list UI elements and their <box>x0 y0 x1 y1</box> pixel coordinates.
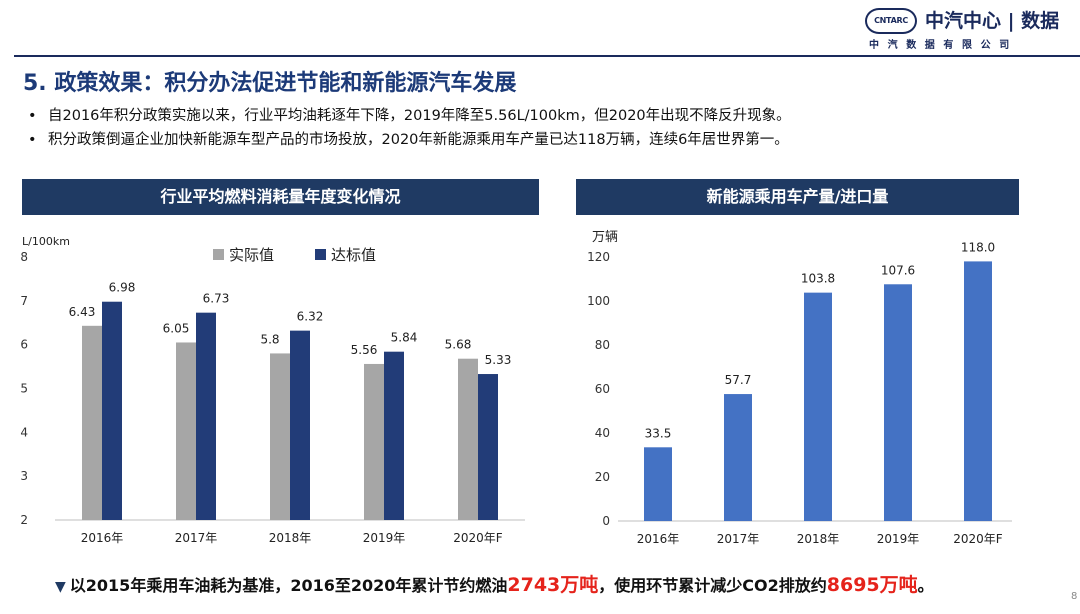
footer-text-3: 。 <box>917 576 934 595</box>
bar-production <box>884 284 912 521</box>
page-title: 5. 政策效果：积分办法促进节能和新能源汽车发展 <box>23 71 517 96</box>
x-tick-label: 2018年 <box>269 531 312 545</box>
y-tick-label: 60 <box>595 382 610 396</box>
x-tick-label: 2017年 <box>175 531 218 545</box>
bar-target <box>384 351 404 520</box>
bar-value-label: 6.43 <box>69 305 96 319</box>
bar-value-label: 6.73 <box>203 292 230 306</box>
bar-actual <box>364 363 384 520</box>
bar-target <box>196 312 216 520</box>
header-divider <box>14 55 1080 57</box>
bar-value-label: 5.56 <box>351 343 378 357</box>
bar-value-label: 6.05 <box>163 321 190 335</box>
y-tick-label: 0 <box>602 514 610 528</box>
y-tick-label: 7 <box>20 294 28 308</box>
y-tick-label: 80 <box>595 338 610 352</box>
bar-target <box>290 330 310 520</box>
footer-summary: ▼ 以2015年乘用车油耗为基准，2016至2020年累计节约燃油2743万吨，使… <box>55 570 934 597</box>
bar-actual <box>82 325 102 520</box>
bar-value-label: 5.33 <box>485 353 512 367</box>
footer-text-1: 以2015年乘用车油耗为基准，2016至2020年累计节约燃油 <box>69 576 508 595</box>
bar-value-label: 6.32 <box>297 310 324 324</box>
bar-actual <box>270 353 290 520</box>
y-tick-label: 6 <box>20 338 28 352</box>
bullet-item: 自2016年积分政策实施以来，行业平均油耗逐年下降，2019年降至5.56L/1… <box>28 104 791 128</box>
page-number: 8 <box>1071 591 1078 602</box>
y-tick-label: 2 <box>20 513 28 527</box>
legend-label: 实际值 <box>229 246 274 264</box>
fuel-consumption-chart: L/100km 2 3 4 5 6 7 8 6.43 6.98 2016年 6.05 6.73 2017年… <box>20 235 525 545</box>
bar-value-label: 5.68 <box>445 338 472 352</box>
bar-value-label: 103.8 <box>801 272 835 286</box>
footer-highlight-fuel: 2743万吨 <box>507 574 599 596</box>
company-logo: CNTARC 中汽中心 | 数据 中汽数据有限公司 <box>865 6 1065 51</box>
logo-emblem: CNTARC <box>865 8 917 34</box>
y-tick-label: 20 <box>595 470 610 484</box>
bar-value-label: 118.0 <box>961 240 995 254</box>
x-tick-label: 2016年 <box>81 531 124 545</box>
y-tick-label: 5 <box>20 382 28 396</box>
bar-production <box>964 261 992 521</box>
y-axis-unit-label: 万辆 <box>592 230 618 245</box>
bar-value-label: 5.8 <box>260 332 279 346</box>
bar-target <box>102 301 122 520</box>
bullet-list: 自2016年积分政策实施以来，行业平均油耗逐年下降，2019年降至5.56L/1… <box>28 104 791 152</box>
bar-production <box>804 292 832 521</box>
footer-highlight-co2: 8695万吨 <box>826 574 918 596</box>
bar-value-label: 107.6 <box>881 263 915 277</box>
bar-actual <box>176 342 196 520</box>
bar-value-label: 6.98 <box>109 281 136 295</box>
y-tick-label: 3 <box>20 469 28 483</box>
x-tick-label: 2019年 <box>363 531 406 545</box>
logo-name: 中汽中心 | 数据 <box>925 10 1060 32</box>
bullet-item: 积分政策倒逼企业加快新能源车型产品的市场投放，2020年新能源乘用车产量已达11… <box>28 128 791 152</box>
bar-actual <box>458 358 478 520</box>
bar-value-label: 57.7 <box>725 373 752 387</box>
x-tick-label: 2017年 <box>717 532 760 546</box>
x-tick-label: 2018年 <box>797 532 840 546</box>
legend-label: 达标值 <box>331 246 376 264</box>
y-tick-label: 4 <box>20 425 28 439</box>
x-tick-label: 2019年 <box>877 532 920 546</box>
x-tick-label: 2020年F <box>453 531 503 545</box>
bar-value-label: 33.5 <box>645 426 672 440</box>
nev-production-chart: 万辆 0 20 40 60 80 100 120 33.5 2016年 57.7 2017年 103.8… <box>587 230 1012 546</box>
bar-production <box>644 447 672 521</box>
x-tick-label: 2020年F <box>953 532 1003 546</box>
y-tick-label: 120 <box>587 250 610 264</box>
legend-swatch <box>315 249 326 260</box>
fuel-chart-title: 行业平均燃料消耗量年度变化情况 <box>22 179 539 215</box>
bar-value-label: 5.84 <box>391 331 418 345</box>
y-tick-label: 100 <box>587 294 610 308</box>
bar-target <box>478 374 498 520</box>
nev-chart-title: 新能源乘用车产量/进口量 <box>576 179 1019 215</box>
triangle-bullet-icon: ▼ <box>55 579 66 595</box>
footer-text-2: ，使用环节累计减少CO2排放约 <box>598 576 827 595</box>
y-tick-label: 8 <box>20 250 28 264</box>
logo-subtitle: 中汽数据有限公司 <box>869 40 1018 51</box>
x-tick-label: 2016年 <box>637 532 680 546</box>
y-tick-label: 40 <box>595 426 610 440</box>
y-axis-unit-label: L/100km <box>22 235 70 248</box>
bar-production <box>724 394 752 521</box>
legend-swatch <box>213 249 224 260</box>
